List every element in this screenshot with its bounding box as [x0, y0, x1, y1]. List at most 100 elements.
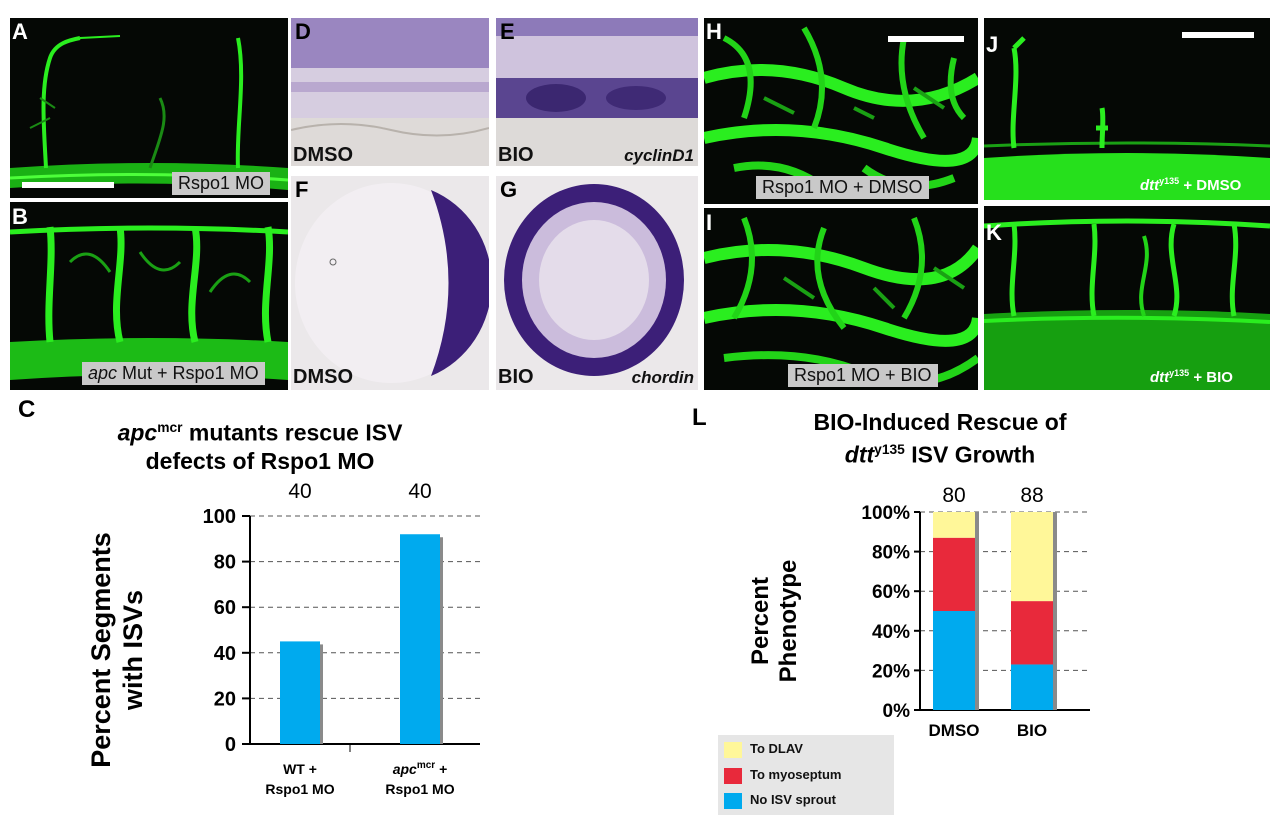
panel-k-condition-label: dtty135 + BIO	[1150, 368, 1233, 386]
chart-c-n-label: 40	[408, 480, 431, 503]
chart-c-y-tick-label: 0	[225, 734, 236, 756]
panel-a-vessels	[10, 35, 288, 190]
panel-j-label: J	[986, 32, 999, 57]
panel-f-image: F DMSO	[291, 176, 489, 390]
chart-c-title-rest: mutants rescue ISV	[182, 419, 403, 446]
panel-i-label: I	[706, 210, 713, 235]
chart-l-y-axis-label-line1: Percent	[747, 577, 774, 665]
chart-c-y-tick-label: 20	[214, 688, 236, 710]
panel-b-tag-rest: Mut + Rspo1 MO	[117, 363, 259, 383]
chart-c-y-axis-label-line1: Percent Segments	[86, 532, 116, 768]
panel-j-gene-italic: dtt	[1140, 177, 1160, 194]
chart-c-bar	[280, 641, 320, 744]
panel-a-image: A Rspo1 MO	[10, 18, 288, 198]
chart-l-n-label: 88	[1020, 484, 1043, 507]
panel-g-treatment-label: BIO	[498, 366, 534, 388]
panel-h-scale-bar	[888, 36, 964, 42]
chart-l-plot: 0% 20% 40% 60% 80% 100% Percent Phenotype 80 DMSO…	[747, 484, 1090, 740]
panel-h-image: H Rspo1 MO + DMSO	[704, 18, 978, 204]
chart-c-y-axis-label-line2: with ISVs	[118, 590, 148, 711]
chart-c-title-allele: mcr	[157, 420, 183, 435]
panel-d-image: D DMSO	[291, 18, 489, 166]
chart-c-title-line1: apcmcr mutants rescue ISV	[70, 414, 450, 447]
panel-a-label: A	[12, 19, 28, 44]
panel-c-label: C	[18, 396, 36, 423]
legend-swatch-to-dlav	[724, 741, 742, 758]
panel-h-condition-label: Rspo1 MO + DMSO	[756, 176, 929, 199]
chart-l-title-rest: ISV Growth	[904, 441, 1036, 468]
panel-f-label: F	[295, 177, 309, 202]
panel-g-gene-label: chordin	[631, 368, 694, 387]
chart-c-category-rest: +	[435, 761, 447, 777]
panel-k-image: K dtty135 + BIO	[984, 206, 1270, 390]
legend-label-no-isv-sprout: No ISV sprout	[750, 792, 836, 807]
panel-b-gene-italic: apc	[88, 363, 118, 383]
chart-l-title-allele: y135	[874, 442, 905, 457]
panel-f-treatment-label: DMSO	[293, 366, 353, 388]
chart-l-title: BIO-Induced Rescue of dtty135 ISV Growth	[740, 408, 1140, 469]
chart-l-y-axis-label-line2: Phenotype	[775, 560, 802, 683]
chart-l-y-tick-label: 80%	[872, 543, 910, 564]
chart-l-bar-segment	[933, 611, 975, 710]
chart-l-y-tick-label: 40%	[872, 622, 910, 643]
chart-c-y-tick-label: 100	[203, 506, 236, 528]
chart-l-legend: To DLAV To myoseptum No ISV sprout	[718, 735, 894, 815]
chart-c-title-gene: apc	[117, 419, 158, 446]
panel-b-vessels	[10, 225, 288, 380]
panel-e-image: E BIO cyclinD1	[496, 18, 698, 166]
chart-l-n-label: 80	[942, 484, 965, 507]
chart-l-y-tick-label: 60%	[872, 582, 910, 603]
panel-j-tag-rest: + DMSO	[1179, 177, 1242, 194]
panel-e-label: E	[500, 19, 515, 44]
panel-e-gene-label: cyclinD1	[624, 146, 694, 165]
chart-c-category-label-line1: apcmcr +	[393, 760, 448, 777]
chart-c-category-label-line1: WT +	[283, 761, 317, 777]
panel-b-image: B apc Mut + Rspo1 MO	[10, 202, 288, 390]
chart-l-category-label: BIO	[1017, 721, 1047, 740]
chart-l-y-tick-label: 20%	[872, 661, 910, 682]
chart-c-n-label: 40	[288, 480, 311, 503]
chart-c-category-gene: apc	[393, 761, 417, 777]
legend-item-no-isv-sprout: No ISV sprout	[724, 790, 836, 810]
chart-l-bar-shadow	[1053, 512, 1057, 710]
chart-l-title-line1: BIO-Induced Rescue of	[813, 409, 1067, 435]
chart-c-y-tick-label: 60	[214, 597, 236, 619]
chart-l-category-label: DMSO	[929, 721, 980, 740]
chart-c-bar	[400, 534, 440, 744]
panel-a-scale-bar	[22, 182, 114, 188]
chart-c-category-label-line2: Rspo1 MO	[265, 781, 334, 797]
chart-l-y-tick-label: 0%	[883, 701, 911, 722]
chart-l-title-gene: dtt	[844, 441, 875, 468]
chart-l-bar-segment	[1011, 664, 1053, 710]
panel-g-label: G	[500, 177, 518, 202]
panel-k-label: K	[986, 220, 1002, 245]
panel-a-condition-label: Rspo1 MO	[172, 172, 271, 195]
panel-k-vessels	[984, 218, 1270, 390]
chart-c-category-label-line2: Rspo1 MO	[385, 781, 454, 797]
chart-l-bar-segment	[1011, 601, 1053, 665]
chart-l-title-line2: dtty135 ISV Growth	[740, 436, 1140, 469]
chart-l-bar-segment	[1011, 512, 1053, 602]
panel-j-allele: y135	[1159, 176, 1180, 186]
chart-c-y-tick-label: 80	[214, 552, 236, 574]
chart-c-title: apcmcr mutants rescue ISV defects of Rsp…	[70, 414, 450, 475]
legend-item-to-dlav: To DLAV	[724, 739, 803, 759]
panel-i-image: I Rspo1 MO + BIO	[704, 208, 978, 390]
panel-i-condition-label: Rspo1 MO + BIO	[788, 364, 938, 387]
panel-j-scale-bar	[1182, 32, 1254, 38]
chart-c-title-line2: defects of Rspo1 MO	[145, 447, 375, 474]
legend-swatch-to-myoseptum	[724, 767, 742, 784]
panel-g-image: G BIO chordin	[496, 176, 698, 390]
panel-j-vessels	[984, 36, 1270, 200]
panel-h-label: H	[706, 19, 722, 44]
chart-l-bar-segment	[933, 512, 975, 538]
chart-c-plot: 0 20 40 60 80 100 Percent Segments with ISVs 40 W…	[86, 480, 480, 797]
legend-item-to-myoseptum: To myoseptum	[724, 765, 842, 785]
panel-i-vessels	[704, 216, 978, 387]
panel-j-condition-label: dtty135 + DMSO	[1140, 176, 1241, 194]
panel-k-allele: y135	[1169, 368, 1190, 378]
panel-b-label: B	[12, 204, 28, 229]
panel-d-label: D	[295, 19, 311, 44]
chart-l-bar-shadow	[975, 512, 979, 710]
legend-label-to-myoseptum: To myoseptum	[750, 767, 842, 782]
